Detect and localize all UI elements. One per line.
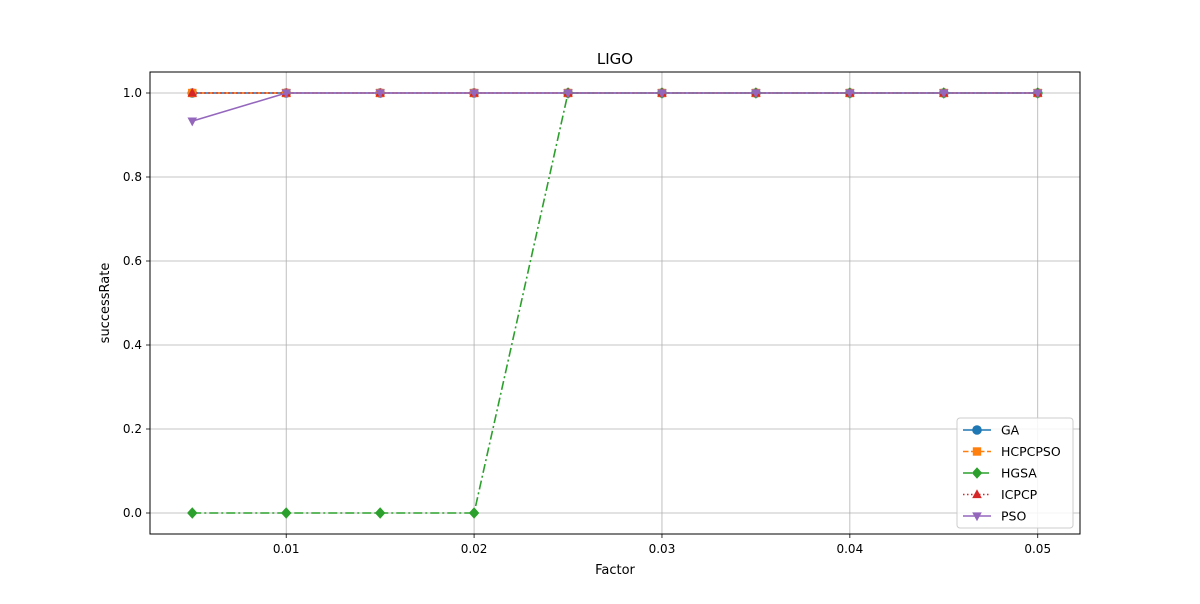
x-tick-label: 0.02 [461,542,488,556]
legend-item-ga: GA [963,423,1020,438]
data-point-hgsa [187,507,198,519]
y-axis: 0.0 0.2 0.4 0.6 0.8 1.0 [123,86,150,520]
series-line-pso [192,92,1038,122]
legend-label-pso: PSO [1001,509,1026,524]
y-tick-label: 0.6 [123,254,142,268]
x-tick-label: 0.01 [273,542,300,556]
x-axis-label: Factor [595,563,635,578]
data-point-icpcp [187,87,198,97]
legend-marker-icpcp [972,489,982,499]
legend-box [956,417,1074,529]
legend-label-ga: GA [1001,423,1020,438]
x-tick-label: 0.03 [649,542,676,556]
chart-title: LIGO [597,50,633,68]
legend-label-icpcp: ICPCP [1001,487,1038,502]
legend-item-icpcp: ICPCP [963,487,1038,502]
y-tick-label: 1.0 [123,86,142,100]
y-tick-label: 0.2 [123,422,142,436]
series-layer [187,87,1043,519]
y-tick-label: 0.8 [123,170,142,184]
plot-frame [149,71,1081,535]
x-axis: 0.01 0.02 0.03 0.04 0.05 [273,534,1051,556]
legend: GA HCPCPSO HGSA ICPCP PSO [956,417,1074,529]
legend-item-pso: PSO [963,509,1026,524]
y-tick-label: 0.4 [123,338,142,352]
data-point-hgsa [468,507,480,519]
x-tick-label: 0.05 [1024,542,1051,556]
legend-label-hcpcpso: HCPCPSO [1001,444,1061,459]
y-tick-label: 0.0 [123,506,142,520]
data-point-pso [657,89,667,99]
legend-marker-hgsa [971,467,983,479]
data-point-pso [281,89,292,99]
data-point-pso [1032,89,1043,99]
legend-item-hgsa: HGSA [963,466,1037,481]
legend-item-hcpcpso: HCPCPSO [963,444,1061,459]
legend-marker-ga [972,425,982,435]
series-pso [187,89,1043,127]
data-point-pso [938,89,949,99]
data-point-pso [187,117,198,127]
legend-marker-pso [972,512,982,522]
data-point-pso [469,89,479,99]
data-point-pso [845,89,855,99]
x-tick-label: 0.04 [836,542,863,556]
y-axis-label: successRate [98,263,113,344]
data-point-pso [751,89,761,99]
data-point-hgsa [281,507,292,519]
legend-label-hgsa: HGSA [1001,466,1037,481]
legend-marker-hcpcpso [972,447,982,456]
data-point-hgsa [374,507,386,519]
data-point-pso [375,89,385,99]
data-point-pso [563,89,573,99]
